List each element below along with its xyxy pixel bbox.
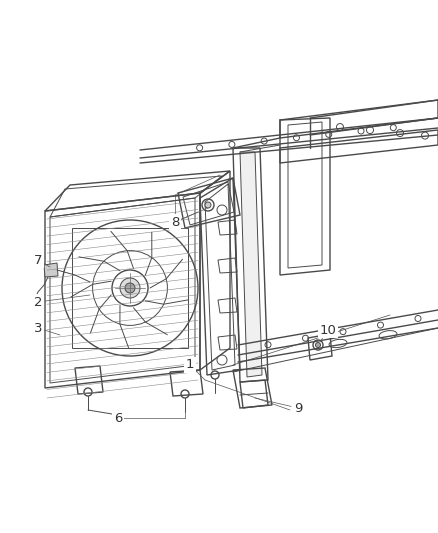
Text: 6: 6 [114,411,122,424]
Text: 3: 3 [34,321,42,335]
Text: 7: 7 [34,254,42,266]
Text: 9: 9 [294,401,302,415]
Polygon shape [240,152,262,377]
Circle shape [120,278,140,298]
Text: 2: 2 [34,295,42,309]
Circle shape [205,202,211,208]
Text: 1: 1 [186,359,194,372]
Text: 10: 10 [320,324,336,336]
Polygon shape [44,263,58,277]
Circle shape [315,343,321,348]
Circle shape [125,283,135,293]
Text: 8: 8 [171,215,179,229]
